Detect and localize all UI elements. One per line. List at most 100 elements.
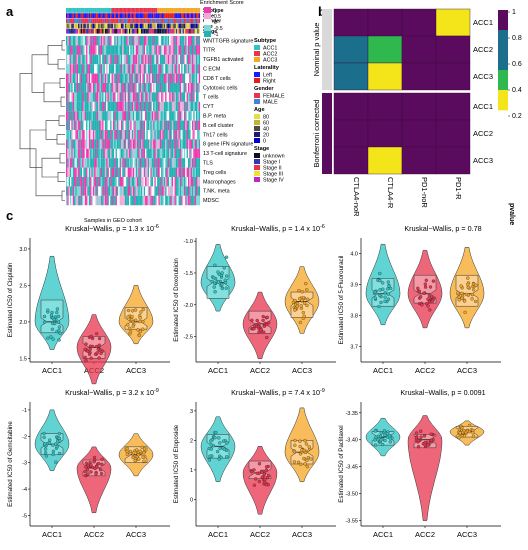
heatmap-cell: [78, 111, 80, 121]
heatmap-cell: [66, 73, 68, 84]
heatmap-cell: [167, 54, 170, 65]
signature-label: 8 gene IFN signature: [203, 142, 253, 148]
heatmap-cell: [107, 36, 109, 46]
heatmap-cell: [193, 36, 195, 46]
heatmap-cell: [98, 139, 100, 149]
heatmap-cell: [178, 130, 180, 140]
heatmap-cell: [181, 130, 183, 140]
heatmap-cell: [159, 120, 162, 131]
data-point: [208, 454, 212, 458]
heatmap-cell: [116, 54, 119, 65]
heatmap-cell: [103, 195, 105, 206]
annotation-cell: [167, 23, 170, 29]
data-point: [57, 432, 61, 436]
heatmap-cell: [88, 167, 91, 178]
heatmap-cell: [95, 101, 97, 112]
heatmap-cell: [76, 73, 79, 84]
heatmap-cell: [153, 101, 155, 112]
heatmap-cell: [82, 186, 84, 196]
heatmap-cell: [189, 139, 191, 149]
pvalue-cell: [401, 146, 437, 175]
data-point: [54, 442, 58, 446]
annotation-cell: [127, 18, 130, 24]
heatmap-cell: [110, 73, 112, 84]
heatmap-cell: [183, 92, 186, 102]
annotation-cell: [163, 13, 166, 18]
heatmap-cell: [67, 120, 69, 131]
annotation-cell: [66, 28, 68, 34]
heatmap-cell: [145, 139, 147, 149]
annotation-cell: [107, 28, 109, 34]
heatmap-cell: [143, 195, 146, 206]
heatmap-cell: [177, 111, 179, 121]
heatmap-cell: [116, 130, 119, 140]
heatmap-cell: [147, 45, 150, 55]
heatmap-cell: [72, 139, 75, 149]
heatmap-cell: [90, 195, 92, 206]
heatmap-cell: [153, 177, 155, 187]
annotation-cell: [171, 8, 174, 13]
heatmap-cell: [87, 139, 89, 149]
heatmap-cell: [183, 186, 186, 196]
heatmap-cell: [83, 120, 85, 131]
annotation-cell: [139, 13, 142, 18]
heatmap-cell: [124, 45, 127, 55]
heatmap-cell: [114, 73, 116, 84]
annotation-cell: [198, 8, 201, 13]
annotation-cell: [137, 18, 139, 24]
heatmap-cell: [139, 195, 142, 206]
annotation-cell: [122, 23, 124, 29]
heatmap-cell: [183, 101, 186, 112]
data-point: [51, 443, 55, 447]
heatmap-cell: [124, 73, 127, 84]
y-tick-label: -3.35: [345, 411, 358, 417]
heatmap-cell: [112, 120, 115, 131]
heatmap-cell: [114, 130, 116, 140]
annotation-cell: [128, 28, 131, 34]
data-point: [49, 335, 53, 339]
heatmap-cell: [195, 83, 198, 93]
heatmap-cell: [102, 92, 104, 102]
heatmap-cell: [79, 195, 81, 206]
heatmap-cell: [99, 54, 101, 65]
annotation-cell: [146, 8, 148, 13]
heatmap-cell: [104, 130, 107, 140]
heatmap-cell: [75, 92, 77, 102]
annotation-cell: [157, 13, 159, 18]
heatmap-cell: [130, 45, 132, 55]
heatmap-cell: [92, 92, 95, 102]
annotation-cell: [99, 18, 101, 24]
heatmap-cell: [167, 73, 170, 84]
annotation-cell: [149, 18, 151, 24]
annotation-cell: [92, 8, 95, 13]
heatmap-cell: [87, 158, 89, 168]
annotation-cell: [88, 23, 91, 29]
annotation-cell: [75, 8, 77, 13]
heatmap-cell: [158, 120, 160, 131]
heatmap-cell: [183, 158, 186, 168]
annotation-cell: [194, 23, 197, 29]
heatmap-cell: [106, 130, 108, 140]
heatmap-cell: [154, 83, 156, 93]
heatmap-cell: [185, 73, 187, 84]
heatmap-cell: [141, 111, 143, 121]
heatmap-cell: [147, 111, 150, 121]
heatmap-cell: [75, 195, 77, 206]
heatmap-cell: [198, 73, 201, 84]
heatmap-cell: [197, 45, 199, 55]
heatmap-cell: [157, 195, 159, 206]
heatmap-cell: [94, 186, 96, 196]
heatmap-cell: [142, 167, 144, 178]
heatmap-cell: [87, 148, 89, 159]
annotation-cell: [86, 18, 88, 24]
data-point: [56, 320, 61, 324]
heatmap-cell: [141, 167, 143, 178]
heatmap-cell: [119, 83, 121, 93]
heatmap-cell: [91, 54, 93, 65]
dendrogram-branch: [30, 148, 62, 197]
annotation-cell: [149, 23, 151, 29]
heatmap-cell: [170, 158, 172, 168]
heatmap-cell: [149, 177, 151, 187]
heatmap-cell: [195, 45, 198, 55]
legend-swatch: [254, 177, 260, 182]
